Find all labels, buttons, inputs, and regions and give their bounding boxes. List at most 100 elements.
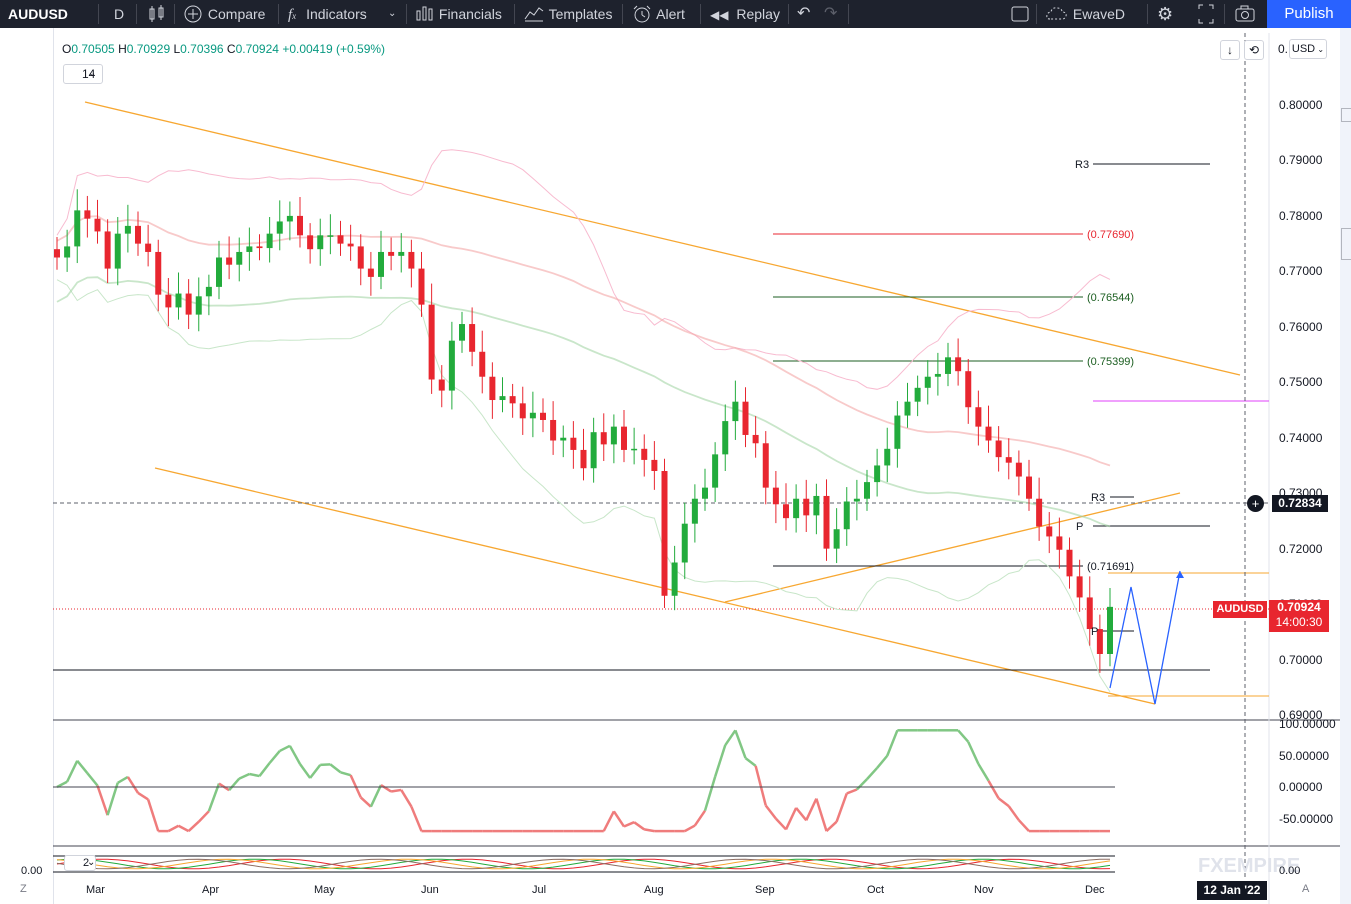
indicators-label: Indicators <box>306 6 367 22</box>
interval-button[interactable]: D <box>114 6 125 22</box>
low-key: L <box>173 42 181 56</box>
panel-toggle-icon[interactable] <box>1341 228 1351 260</box>
auto-scale-icon[interactable]: ⟲ <box>1244 40 1264 60</box>
candle-body <box>1036 498 1043 527</box>
candle-body <box>337 235 344 244</box>
elliott-projection-path[interactable] <box>1109 570 1181 705</box>
oscillator-segment <box>76 759 89 775</box>
candle-body <box>297 215 303 236</box>
templates-button[interactable]: Templates <box>523 0 612 28</box>
candle-body <box>135 225 141 244</box>
toolbar-divider <box>1224 4 1225 24</box>
candle-body <box>438 379 445 391</box>
candle-body <box>864 482 870 499</box>
fullscreen-icon[interactable] <box>1196 0 1216 28</box>
candle-body <box>904 401 911 416</box>
oscillator-segment <box>309 764 322 779</box>
camera-icon[interactable] <box>1234 0 1256 28</box>
candle-body <box>74 210 81 247</box>
price-axis-tick: 0.79000 <box>1279 153 1323 168</box>
candle-body <box>448 340 455 391</box>
candle-body <box>610 426 617 445</box>
candle-body <box>560 437 567 441</box>
candle-body <box>408 251 415 269</box>
chevron-down-icon[interactable]: ⌄ <box>388 8 397 19</box>
oscillator-segment <box>207 783 221 812</box>
oscillator-segment <box>855 778 868 791</box>
oscillator-segment <box>734 729 747 759</box>
candle-body <box>783 504 789 519</box>
fib-mid-label: (0.76544) <box>1087 292 1134 304</box>
oscillator-segment <box>805 798 818 821</box>
redo-icon[interactable]: ↷ <box>824 5 838 22</box>
currency-selector[interactable]: USD ⌄ <box>1289 39 1327 59</box>
candle-body <box>641 448 648 460</box>
oscillator-segment <box>410 806 423 832</box>
watchlist-icon[interactable] <box>1341 108 1351 122</box>
indicators-button[interactable]: fx Indicators <box>288 0 367 28</box>
candle-body <box>367 268 374 277</box>
add-alert-plus-icon[interactable]: + <box>1247 495 1264 512</box>
oscillator-segment <box>744 757 757 767</box>
chevron-down-icon: ⌄ <box>87 857 96 868</box>
time-axis-tick: Jul <box>532 884 547 896</box>
toolbar-divider <box>788 4 789 24</box>
candle-body <box>1046 526 1053 537</box>
alert-button[interactable]: Alert <box>631 0 685 28</box>
oscillator-segment <box>815 798 828 832</box>
oscillator-segment <box>977 763 990 782</box>
lower-band-line <box>56 279 1111 693</box>
replay-button[interactable]: ◀◀ Replay <box>710 0 780 28</box>
oscillator-segment <box>693 809 707 827</box>
timezone-z-button[interactable]: Z <box>20 883 27 895</box>
symbol-search-button[interactable]: AUDUSD <box>8 6 68 22</box>
sub-indicator-legend-toggle[interactable]: ⌄ 2 <box>64 855 96 871</box>
compare-label: Compare <box>207 6 266 22</box>
sub-indicator-pane[interactable] <box>53 855 1115 873</box>
toolbar-divider <box>98 4 99 24</box>
oscillator-segment <box>258 762 271 777</box>
indicator-legend-toggle[interactable]: ⌄ 14 <box>63 64 103 84</box>
candle-body <box>347 243 354 247</box>
oscillator-segment <box>349 774 362 798</box>
candle-body <box>631 448 638 451</box>
channel-lower-line[interactable] <box>154 467 1156 705</box>
compare-button[interactable]: Compare <box>184 0 265 28</box>
candle-series[interactable] <box>54 189 1113 673</box>
candle-body <box>256 246 263 249</box>
oscillator-segment <box>65 760 79 783</box>
price-axis-tick: 0.76000 <box>1279 319 1323 334</box>
candle-body <box>357 246 364 269</box>
layout-menu-button[interactable]: EwaveD <box>1045 0 1125 28</box>
undo-icon[interactable]: ↶ <box>797 5 811 22</box>
fullscreen-layout-icon[interactable] <box>1011 0 1029 28</box>
auto-scale-a-button[interactable]: A <box>1302 883 1310 895</box>
gear-icon[interactable]: ⚙ <box>1157 4 1174 24</box>
trendline-support[interactable] <box>724 492 1181 603</box>
oscillator-segment <box>795 807 808 822</box>
publish-button[interactable]: Publish <box>1267 0 1351 28</box>
oscillator-segment <box>866 767 879 780</box>
candle-body <box>459 324 465 341</box>
oscillator-segment <box>784 807 798 830</box>
candle-body <box>205 286 212 297</box>
financials-button[interactable]: Financials <box>415 0 502 28</box>
oscillator-segment <box>146 799 160 832</box>
scroll-to-latest-icon[interactable]: ↓ <box>1220 40 1240 60</box>
oscillator-segment <box>612 810 626 828</box>
oscillator-pane[interactable] <box>56 729 1110 833</box>
candle-body <box>124 225 131 234</box>
candle-body <box>661 471 668 596</box>
candle-body <box>793 498 800 519</box>
moving-average-slow-line <box>56 215 1111 467</box>
toolbar-divider <box>848 4 849 24</box>
time-axis-tick: Dec <box>1085 884 1105 896</box>
candles-chart-type-icon[interactable] <box>147 0 167 28</box>
candle-body <box>1086 597 1093 630</box>
channel-upper-line[interactable] <box>84 101 1241 376</box>
candle-body <box>489 376 496 401</box>
toolbar-divider <box>406 4 407 24</box>
alarm-clock-icon <box>633 5 651 23</box>
oscillator-segment <box>876 754 889 769</box>
